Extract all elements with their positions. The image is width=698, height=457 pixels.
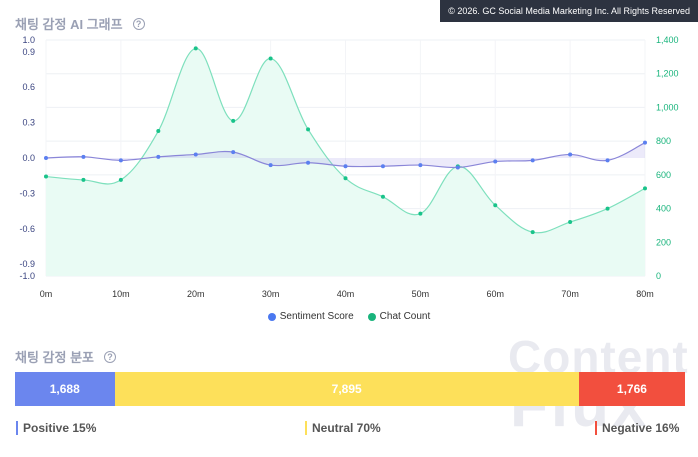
sentiment-point-3 (156, 154, 161, 159)
neutral-percent: Neutral 70% (305, 421, 381, 435)
legend-item-sentiment[interactable]: Sentiment Score (267, 311, 354, 322)
x-tick-label-0: 0m (40, 289, 53, 299)
sentiment-point-5 (231, 150, 236, 155)
y-right-tick-label-7: 1,400 (656, 35, 679, 45)
chat-count-point-1 (81, 177, 86, 182)
help-icon[interactable]: ? (132, 17, 145, 30)
distribution-title-text: 채팅 감정 분포 (15, 350, 94, 365)
chat-count-area (46, 48, 645, 277)
x-tick-label-7: 70m (561, 289, 579, 299)
y-left-tick-label-8: 1.0 (22, 35, 35, 45)
sentiment-point-12 (493, 159, 498, 164)
chart-legend: Sentiment Score Chat Count (0, 311, 698, 322)
sentiment-point-9 (380, 164, 385, 169)
sentiment-point-16 (643, 140, 647, 145)
y-left-tick-label-3: -0.3 (19, 188, 35, 198)
chat-count-point-16 (643, 186, 647, 191)
chat-count-point-15 (605, 206, 610, 211)
chat-count-point-9 (380, 194, 385, 199)
neutral-segment[interactable]: 7,895 (114, 372, 579, 406)
positive-segment[interactable]: 1,688 (15, 372, 115, 406)
x-tick-label-3: 30m (262, 289, 280, 299)
chat-count-point-6 (268, 56, 273, 61)
chat-count-line (45, 47, 646, 234)
chat-count-point-2 (118, 177, 123, 182)
distribution-title: 채팅 감정 분포 ? (15, 347, 116, 366)
negative-segment[interactable]: 1,766 (578, 372, 685, 406)
negative-count: 1,766 (616, 382, 647, 396)
sentiment-point-1 (81, 154, 86, 159)
chat-count-point-8 (343, 176, 348, 181)
legend-dot-sentiment (267, 312, 276, 321)
positive-count: 1,688 (49, 382, 80, 396)
x-tick-label-2: 20m (187, 289, 205, 299)
y-left-tick-label-4: 0.0 (22, 153, 35, 163)
chat-count-point-14 (568, 220, 573, 225)
chat-count-point-3 (156, 129, 161, 134)
sentiment-point-6 (268, 163, 273, 168)
y-right-tick-label-0: 0 (656, 271, 661, 281)
y-left-tick-label-6: 0.6 (22, 82, 35, 92)
y-right-tick-label-4: 800 (656, 136, 671, 146)
y-left-tick-label-2: -0.6 (19, 224, 35, 234)
sentiment-point-0 (44, 156, 48, 160)
sentiment-point-14 (568, 152, 573, 157)
chat-count-point-13 (530, 230, 535, 235)
sentiment-point-11 (455, 165, 460, 170)
chart-title-text: 채팅 감정 AI 그래프 (15, 17, 123, 32)
sentiment-chart: -1.0 -0.9 -0.6 -0.3 0.0 0.3 0.6 0.9 1.0 0 200 400 60… (19, 35, 679, 299)
legend-item-chat-count[interactable]: Chat Count (367, 311, 431, 322)
y-left-tick-label-0: -1.0 (19, 271, 35, 281)
negative-percent: Negative 16% (595, 421, 679, 435)
distribution-bar: 1,688 7,895 1,766 (15, 372, 685, 406)
y-left-tick-label-7: 0.9 (22, 47, 35, 57)
y-right-tick-label-1: 200 (656, 237, 671, 247)
x-tick-label-1: 10m (112, 289, 130, 299)
positive-percent: Positive 15% (16, 421, 96, 435)
x-tick-label-6: 60m (486, 289, 504, 299)
chat-count-point-12 (493, 203, 498, 208)
chart-title: 채팅 감정 AI 그래프 ? (15, 14, 145, 33)
sentiment-point-4 (193, 152, 198, 157)
sentiment-point-15 (605, 158, 610, 163)
chat-count-point-4 (193, 46, 198, 51)
y-right-tick-label-6: 1,200 (656, 69, 679, 79)
copyright-banner: © 2026. GC Social Media Marketing Inc. A… (440, 0, 698, 22)
y-right-tick-label-5: 1,000 (656, 102, 679, 112)
legend-label-chat-count: Chat Count (379, 311, 431, 322)
chat-count-point-0 (44, 174, 48, 179)
x-tick-label-5: 50m (412, 289, 430, 299)
y-left-tick-label-5: 0.3 (22, 118, 35, 128)
help-icon[interactable]: ? (103, 350, 116, 363)
chat-count-point-10 (418, 211, 423, 216)
x-tick-label-8: 80m (636, 289, 654, 299)
sentiment-point-8 (343, 164, 348, 169)
sentiment-point-13 (530, 158, 535, 163)
legend-label-sentiment: Sentiment Score (279, 311, 354, 322)
chat-count-point-7 (306, 127, 311, 132)
y-right-tick-label-3: 600 (656, 170, 671, 180)
y-right-tick-label-2: 400 (656, 204, 671, 214)
neutral-count: 7,895 (331, 382, 362, 396)
sentiment-point-10 (418, 163, 423, 168)
x-tick-label-4: 40m (337, 289, 355, 299)
chat-count-point-5 (231, 118, 236, 123)
legend-dot-chat-count (367, 312, 376, 321)
y-left-tick-label-1: -0.9 (19, 259, 35, 269)
sentiment-point-2 (118, 158, 123, 163)
sentiment-point-7 (306, 160, 311, 165)
